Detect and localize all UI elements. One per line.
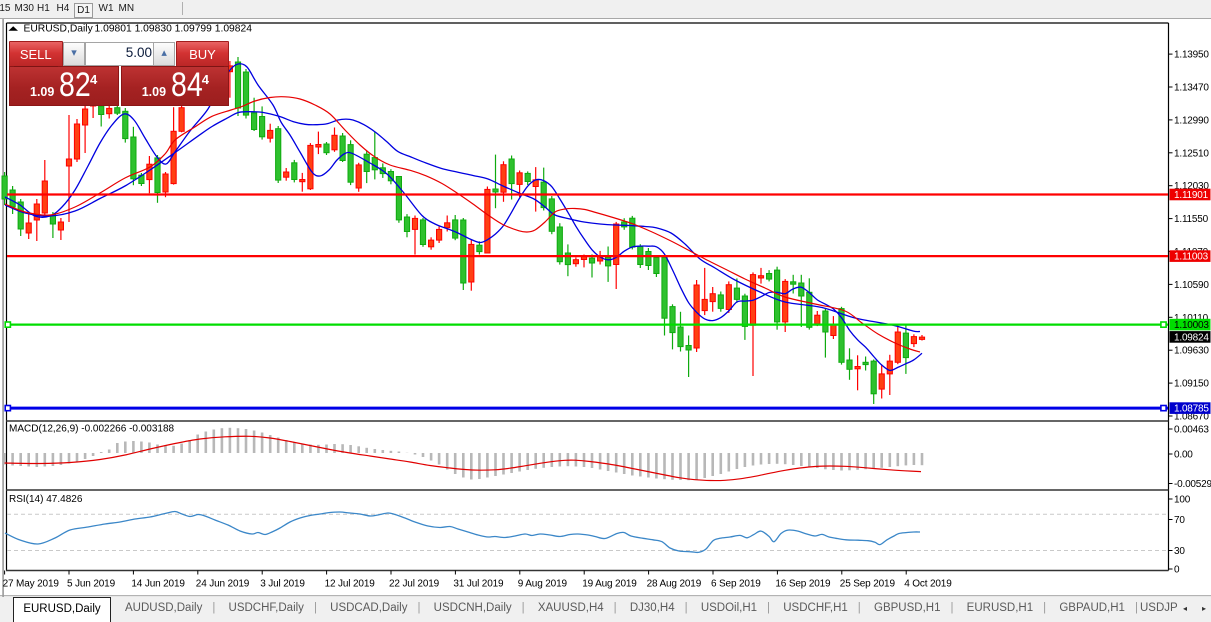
svg-text:EURUSD,Daily: EURUSD,Daily [24,23,94,34]
svg-text:1.12510: 1.12510 [1174,148,1209,159]
svg-text:1.10110: 1.10110 [1174,313,1209,324]
svg-text:0.00: 0.00 [1174,450,1193,461]
svg-text:1.11550: 1.11550 [1174,214,1209,225]
svg-text:-0.005299: -0.005299 [1174,479,1211,490]
svg-text:6 Sep 2019: 6 Sep 2019 [711,579,761,590]
svg-text:19 Aug 2019: 19 Aug 2019 [582,579,637,590]
svg-text:14 Jun 2019: 14 Jun 2019 [131,579,185,590]
svg-text:4 Oct 2019: 4 Oct 2019 [904,579,952,590]
svg-text:24 Jun 2019: 24 Jun 2019 [196,579,250,590]
svg-text:1.09824: 1.09824 [1174,333,1209,344]
svg-text:1.13470: 1.13470 [1174,83,1209,94]
svg-text:0: 0 [1174,565,1180,576]
svg-text:1.12990: 1.12990 [1174,115,1209,126]
svg-text:1.11901: 1.11901 [1174,190,1209,201]
svg-text:27 May 2019: 27 May 2019 [3,579,60,590]
svg-text:70: 70 [1174,515,1185,526]
svg-text:1.09150: 1.09150 [1174,379,1209,390]
svg-text:25 Sep 2019: 25 Sep 2019 [840,579,896,590]
svg-text:0.00463: 0.00463 [1174,425,1209,436]
svg-text:1.10003: 1.10003 [1174,320,1209,331]
svg-text:28 Aug 2019: 28 Aug 2019 [647,579,702,590]
svg-text:9 Aug 2019: 9 Aug 2019 [518,579,568,590]
svg-text:1.09630: 1.09630 [1174,346,1209,357]
svg-text:1.10590: 1.10590 [1174,280,1209,291]
svg-text:1.09801 1.09830 1.09799 1.0982: 1.09801 1.09830 1.09799 1.09824 [95,23,253,34]
svg-text:1.11003: 1.11003 [1174,252,1209,263]
svg-text:1.08670: 1.08670 [1174,412,1209,423]
svg-text:1.08785: 1.08785 [1174,404,1209,415]
svg-text:100: 100 [1174,495,1191,506]
svg-text:12 Jul 2019: 12 Jul 2019 [325,579,376,590]
svg-text:RSI(14) 47.4826: RSI(14) 47.4826 [9,494,83,505]
svg-text:3 Jul 2019: 3 Jul 2019 [260,579,305,590]
svg-text:5 Jun 2019: 5 Jun 2019 [67,579,116,590]
svg-text:1.12030: 1.12030 [1174,181,1209,192]
svg-text:31 Jul 2019: 31 Jul 2019 [453,579,504,590]
svg-text:16 Sep 2019: 16 Sep 2019 [775,579,831,590]
svg-text:22 Jul 2019: 22 Jul 2019 [389,579,440,590]
svg-text:MACD(12,26,9) -0.002266 -0.003: MACD(12,26,9) -0.002266 -0.003188 [9,424,175,435]
svg-text:30: 30 [1174,546,1185,557]
svg-text:1.13950: 1.13950 [1174,50,1209,61]
